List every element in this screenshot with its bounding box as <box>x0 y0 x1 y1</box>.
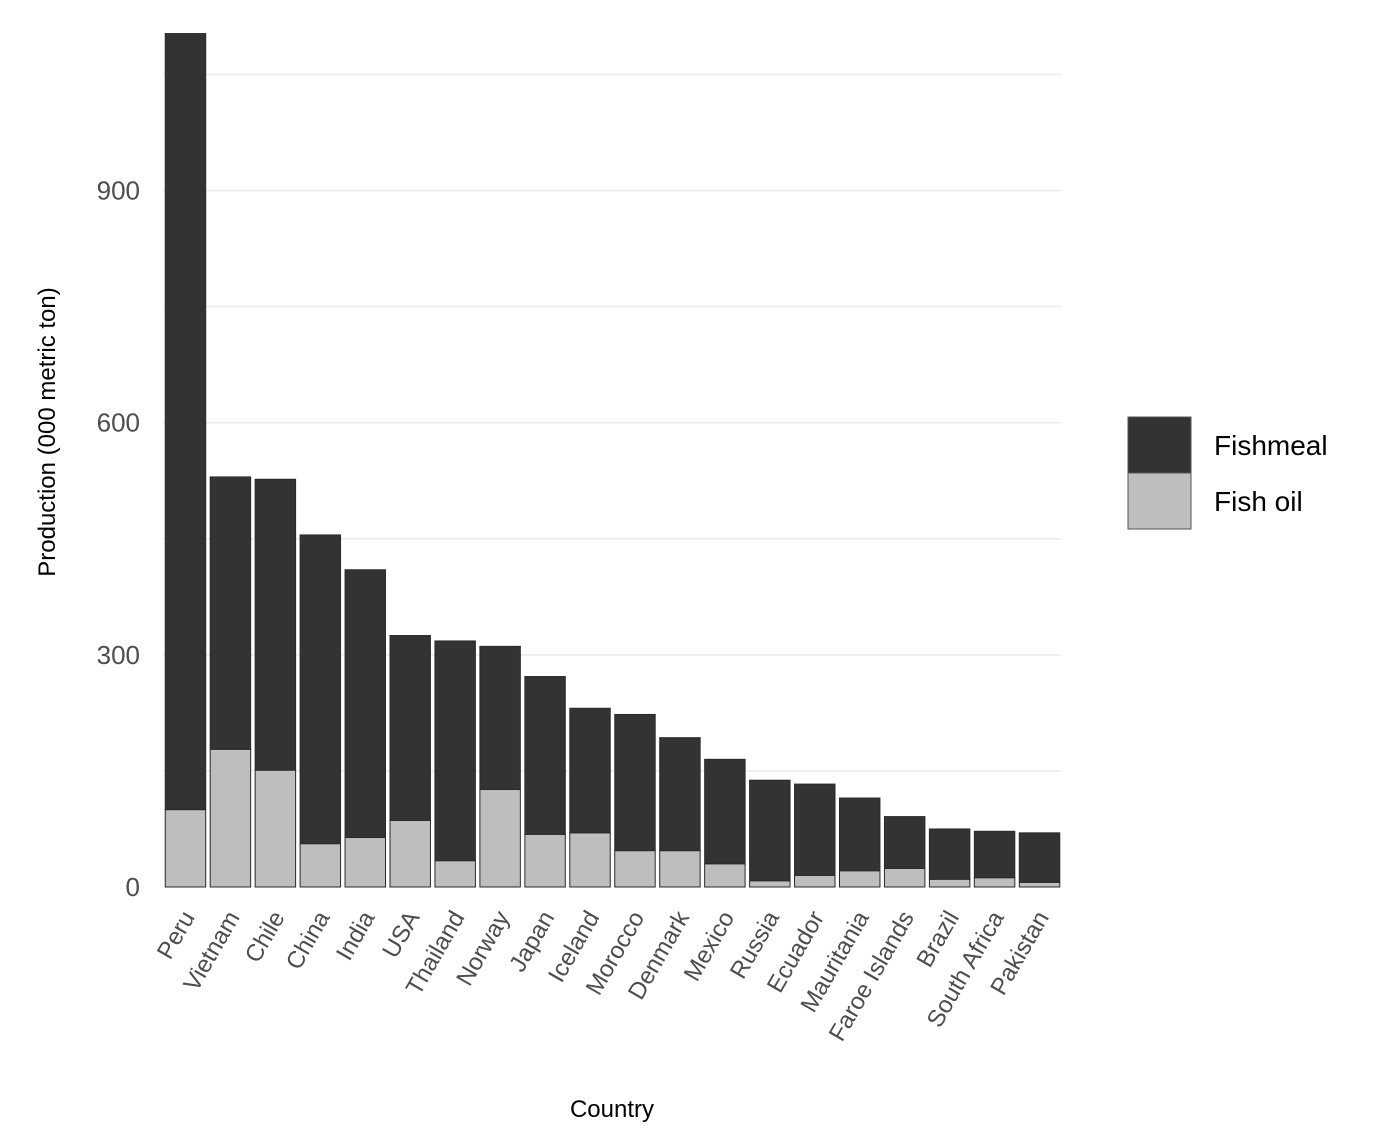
bar-fish-oil <box>659 850 701 888</box>
bar-fishmeal <box>209 476 252 750</box>
legend-key-fishmeal <box>1127 416 1192 474</box>
x-axis-title: Country <box>570 1096 654 1123</box>
bar-fishmeal <box>928 828 971 880</box>
bar-fish-oil <box>569 832 611 888</box>
bar-fishmeal <box>299 534 342 845</box>
bar-fishmeal <box>838 797 881 872</box>
bar-fishmeal <box>254 478 297 771</box>
x-tick-label: China <box>281 906 336 974</box>
bar-fishmeal <box>614 713 656 852</box>
legend-label: Fish oil <box>1214 486 1303 517</box>
bar-fishmeal <box>344 569 387 838</box>
bar-fishmeal <box>434 640 476 862</box>
bar-fish-oil <box>299 843 342 888</box>
bar-fishmeal <box>883 816 926 869</box>
bar-fish-oil <box>434 860 476 888</box>
bar-layer <box>164 33 1061 888</box>
bar-fishmeal <box>164 33 207 811</box>
y-tick-label: 600 <box>97 408 140 438</box>
bar-fish-oil <box>749 880 791 888</box>
bar-fishmeal <box>569 707 611 834</box>
x-tick-label: USA <box>377 907 425 963</box>
bar-fishmeal <box>479 645 521 791</box>
bar-fishmeal <box>704 758 746 865</box>
bar-fish-oil <box>883 867 926 888</box>
bar-fish-oil <box>614 850 656 888</box>
bar-fishmeal <box>973 830 1016 879</box>
y-axis-tick-labels: 0 300 600 900 <box>97 176 140 902</box>
bar-fish-oil <box>479 789 521 888</box>
y-tick-label: 300 <box>97 640 140 670</box>
bar-fish-oil <box>973 877 1016 888</box>
bar-fishmeal <box>389 635 431 821</box>
bar-fishmeal <box>1018 832 1061 883</box>
bar-fishmeal <box>749 779 791 882</box>
bar-fishmeal <box>524 676 566 835</box>
bar-fish-oil <box>704 863 746 888</box>
bar-fish-oil <box>524 833 566 888</box>
bar-fish-oil <box>209 748 252 888</box>
x-axis-tick-labels: PeruVietnamChileChinaIndiaUSAThailandNor… <box>152 906 1055 1046</box>
bar-fish-oil <box>164 809 207 888</box>
bar-fishmeal <box>794 783 836 876</box>
bar-fish-oil <box>389 819 431 888</box>
bar-fish-oil <box>928 878 971 888</box>
x-tick-label: India <box>331 906 381 965</box>
bar-fish-oil <box>838 870 881 888</box>
y-axis-title: Production (000 metric ton) <box>34 287 61 576</box>
legend: Fishmeal Fish oil <box>1127 416 1328 530</box>
legend-label: Fishmeal <box>1214 430 1328 461</box>
y-tick-label: 900 <box>97 176 140 206</box>
y-tick-label: 0 <box>126 872 140 902</box>
bar-fish-oil <box>794 874 836 888</box>
bar-fish-oil <box>254 769 297 888</box>
grid-lines <box>163 73 1062 772</box>
bar-fish-oil <box>344 836 387 888</box>
bar-fishmeal <box>659 737 701 852</box>
legend-key-fish-oil <box>1127 472 1192 530</box>
bar-fish-oil <box>1018 881 1061 888</box>
